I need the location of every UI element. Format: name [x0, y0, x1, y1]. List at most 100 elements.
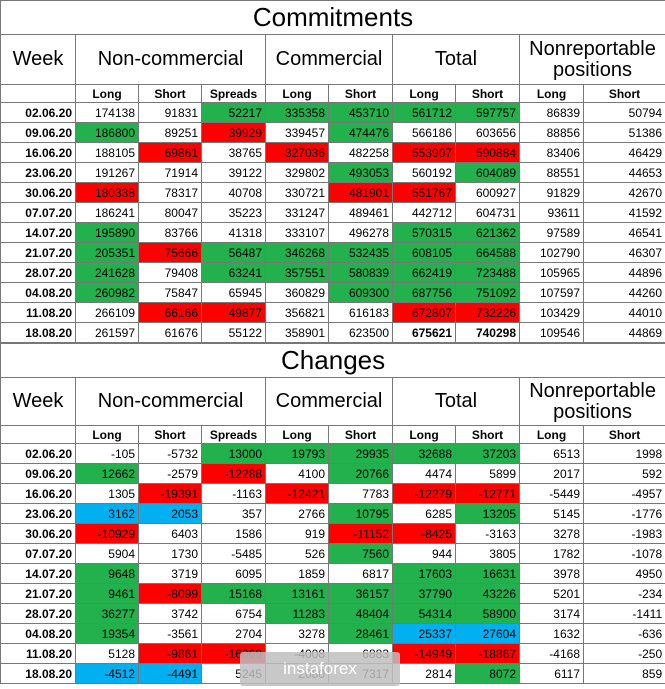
value-cell: 83406	[519, 142, 584, 163]
value-cell: 1305	[75, 483, 139, 504]
group-header: Nonreportable positions	[518, 34, 665, 85]
value-cell: 496278	[328, 222, 393, 243]
value-cell: -18867	[455, 643, 520, 664]
group-header: Commercial	[265, 377, 393, 426]
value-cell: 751092	[455, 282, 520, 303]
value-cell: 260982	[75, 282, 139, 303]
value-cell: 3278	[519, 523, 584, 544]
value-cell: 329802	[265, 162, 329, 183]
value-cell: 58900	[455, 603, 520, 624]
value-cell: 9648	[75, 563, 139, 584]
value-cell: 35223	[201, 202, 266, 223]
value-cell: 1632	[519, 623, 584, 644]
value-cell: 570315	[392, 222, 456, 243]
week-cell: 21.07.20	[0, 242, 76, 263]
column-header: Long	[392, 425, 456, 444]
value-cell: 55122	[201, 322, 266, 343]
value-cell: 2053	[138, 503, 202, 524]
value-cell: 88551	[519, 162, 584, 183]
data-row: 18.08.20 261597 61676 55122 358901 623500 6756…	[0, 322, 665, 343]
value-cell: 482258	[328, 142, 393, 163]
data-row: 14.07.20 9648 3719 6095 1859 6817 17603 16631 39…	[0, 563, 665, 584]
value-cell: -1163	[201, 483, 266, 504]
value-cell: 6285	[392, 503, 456, 524]
week-cell: 23.06.20	[0, 503, 76, 524]
value-cell: 56487	[201, 242, 266, 263]
value-cell: 12662	[75, 463, 139, 484]
value-cell: 672807	[392, 302, 456, 323]
data-row: 30.06.20 -10929 6403 1586 919 -11152 -8425 -316…	[0, 523, 665, 544]
value-cell: 339457	[265, 122, 329, 143]
value-cell: 3805	[455, 543, 520, 564]
week-cell: 21.07.20	[0, 583, 76, 604]
column-header: Long	[265, 425, 329, 444]
value-cell: 687756	[392, 282, 456, 303]
value-cell: 15168	[201, 583, 266, 604]
value-cell: 89251	[138, 122, 202, 143]
value-cell: 27604	[455, 623, 520, 644]
value-cell: 1859	[265, 563, 329, 584]
value-cell: -3163	[455, 523, 520, 544]
week-cell: 09.06.20	[0, 122, 76, 143]
week-cell: 16.06.20	[0, 483, 76, 504]
value-cell: 80047	[138, 202, 202, 223]
value-cell: 526	[265, 543, 329, 564]
week-cell: 18.08.20	[0, 663, 76, 684]
value-cell: 52217	[201, 102, 266, 123]
value-cell: 75666	[138, 242, 202, 263]
value-cell: 6403	[138, 523, 202, 544]
value-cell: 453710	[328, 102, 393, 123]
value-cell: 19354	[75, 623, 139, 644]
value-cell: 93611	[519, 202, 584, 223]
week-cell: 04.08.20	[0, 282, 76, 303]
value-cell: 597757	[455, 102, 520, 123]
value-cell: 621362	[455, 222, 520, 243]
value-cell: 732226	[455, 302, 520, 323]
value-cell: 49877	[201, 302, 266, 323]
value-cell: 39122	[201, 162, 266, 183]
value-cell: -12421	[265, 483, 329, 504]
value-cell: 723488	[455, 262, 520, 283]
value-cell: -10929	[75, 523, 139, 544]
value-cell: 560192	[392, 162, 456, 183]
week-cell: 04.08.20	[0, 623, 76, 644]
value-cell: 566186	[392, 122, 456, 143]
value-cell: 75847	[138, 282, 202, 303]
data-row: 07.07.20 5904 1730 -5485 526 7560 944 3805 1782-…	[0, 543, 665, 564]
value-cell: -250	[582, 643, 665, 664]
value-cell: 4100	[265, 463, 329, 484]
value-cell: 65945	[201, 282, 266, 303]
value-cell: 180338	[75, 182, 139, 203]
data-row: 30.06.20 180338 78317 40708 330721 481901 5517…	[0, 182, 665, 203]
value-cell: 44869	[582, 322, 665, 343]
value-cell: 63241	[201, 262, 266, 283]
value-cell: 266109	[75, 302, 139, 323]
data-row: 02.06.20 174138 91831 52217 335358 453710 5617…	[0, 102, 665, 123]
data-row: 23.06.20 191267 71914 39122 329802 493053 5601…	[0, 162, 665, 183]
value-cell: 493053	[328, 162, 393, 183]
week-cell: 09.06.20	[0, 463, 76, 484]
value-cell: 335358	[265, 102, 329, 123]
value-cell: 3174	[519, 603, 584, 624]
value-cell: 51386	[582, 122, 665, 143]
value-cell: 46429	[582, 142, 665, 163]
title-row: Commitments	[0, 0, 665, 35]
value-cell: 5201	[519, 583, 584, 604]
value-cell: -4957	[582, 483, 665, 504]
value-cell: -4512	[75, 663, 139, 684]
commitments-table: Commitments Week Non-commercial Commercial T…	[0, 0, 665, 343]
value-cell: 16631	[455, 563, 520, 584]
value-cell: 580839	[328, 262, 393, 283]
value-cell: 71914	[138, 162, 202, 183]
value-cell: 195890	[75, 222, 139, 243]
value-cell: -105	[75, 443, 139, 464]
value-cell: -234	[582, 583, 665, 604]
subheader-row: Long Short Spreads Long Short Long Short Long Sh…	[0, 425, 665, 444]
value-cell: 105965	[519, 262, 584, 283]
value-cell: 103429	[519, 302, 584, 323]
week-cell: 11.08.20	[0, 643, 76, 664]
value-cell: -1983	[582, 523, 665, 544]
column-header: Short	[455, 84, 520, 103]
group-header: Total	[392, 34, 520, 85]
